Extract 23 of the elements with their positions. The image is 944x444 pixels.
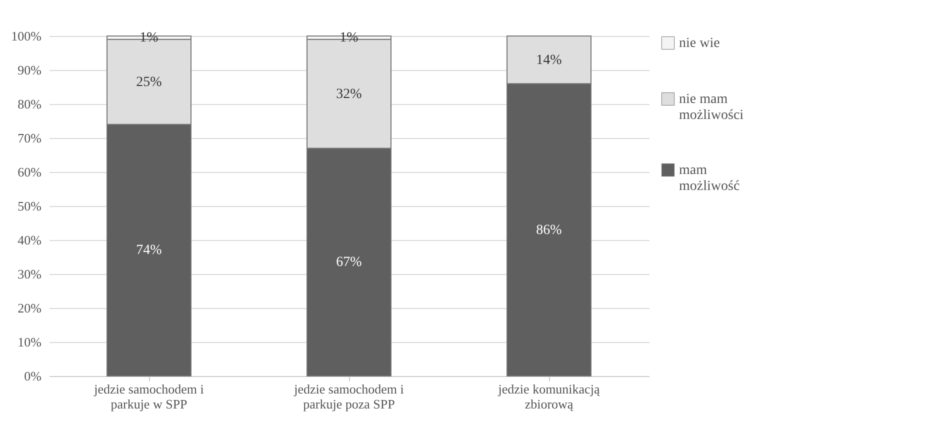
legend-label: nie mam możliwości (679, 92, 744, 123)
y-tick-label: 60% (18, 164, 42, 180)
data-label: 25% (136, 74, 162, 90)
y-tick-label: 100% (11, 28, 42, 44)
x-tick-label: jedzie samochodem i parkuje w SPP (93, 382, 204, 412)
y-tick-label: 50% (18, 198, 42, 214)
y-tick-label: 80% (18, 96, 42, 112)
y-tick-label: 0% (24, 368, 42, 384)
legend-label: mam możliwość (679, 163, 740, 194)
data-label: 74% (136, 243, 162, 258)
data-label: 86% (536, 222, 562, 238)
data-label: 14% (536, 52, 562, 68)
y-tick-label: 90% (18, 62, 42, 78)
y-tick-label: 70% (18, 130, 42, 146)
y-tick-label: 10% (18, 334, 42, 350)
y-tick-label: 40% (18, 232, 42, 248)
y-tick-label: 20% (18, 300, 42, 316)
legend-label: nie wie (679, 36, 720, 51)
x-tick-label: jedzie komunikacją zbiorową (497, 382, 600, 412)
data-label: 67% (336, 255, 362, 270)
x-tick-label: jedzie samochodem i parkuje poza SPP (293, 382, 404, 412)
y-tick-label: 30% (18, 266, 42, 282)
data-label: 32% (336, 86, 362, 102)
